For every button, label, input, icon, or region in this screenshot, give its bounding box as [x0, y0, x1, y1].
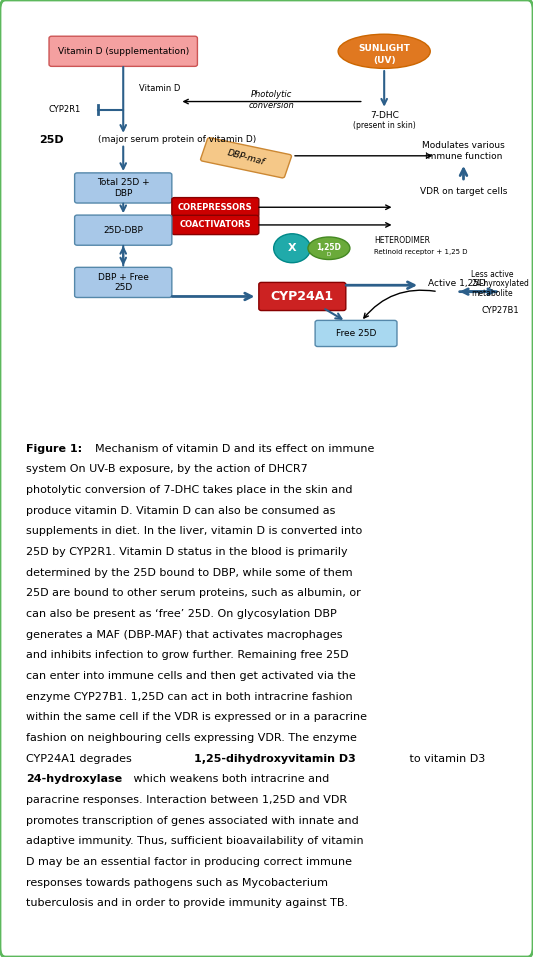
Text: promotes transcription of genes associated with innate and: promotes transcription of genes associat…: [26, 815, 359, 826]
Text: Photolytic: Photolytic: [251, 90, 292, 100]
Text: X: X: [288, 243, 296, 254]
FancyBboxPatch shape: [75, 173, 172, 203]
FancyBboxPatch shape: [49, 36, 197, 66]
Text: can also be present as ‘free’ 25D. On glycosylation DBP: can also be present as ‘free’ 25D. On gl…: [26, 609, 337, 619]
Text: paracrine responses. Interaction between 1,25D and VDR: paracrine responses. Interaction between…: [26, 795, 347, 805]
Text: immune function: immune function: [425, 152, 502, 161]
Text: 25D are bound to other serum proteins, such as albumin, or: 25D are bound to other serum proteins, s…: [26, 589, 361, 598]
FancyBboxPatch shape: [259, 282, 346, 310]
Text: generates a MAF (DBP-MAF) that activates macrophages: generates a MAF (DBP-MAF) that activates…: [26, 630, 343, 639]
Text: DBP + Free
25D: DBP + Free 25D: [98, 273, 149, 292]
Text: Free 25D: Free 25D: [336, 329, 376, 338]
Text: Active 1,25D: Active 1,25D: [427, 279, 486, 288]
Text: and inhibits infection to grow further. Remaining free 25D: and inhibits infection to grow further. …: [26, 651, 349, 660]
Text: which weakens both intracrine and: which weakens both intracrine and: [130, 774, 329, 785]
Text: COACTIVATORS: COACTIVATORS: [180, 220, 251, 230]
Text: D may be an essential factor in producing correct immune: D may be an essential factor in producin…: [26, 857, 352, 867]
Text: produce vitamin D. Vitamin D can also be consumed as: produce vitamin D. Vitamin D can also be…: [26, 505, 335, 516]
Text: Total 25D +
DBP: Total 25D + DBP: [97, 178, 150, 198]
FancyBboxPatch shape: [315, 321, 397, 346]
Text: within the same cell if the VDR is expressed or in a paracrine: within the same cell if the VDR is expre…: [26, 712, 367, 723]
Ellipse shape: [338, 34, 430, 68]
Text: 25D-DBP: 25D-DBP: [103, 226, 143, 234]
Text: 7-DHC: 7-DHC: [370, 111, 399, 121]
Circle shape: [273, 234, 311, 263]
Text: 1,25-dihydroxyvitamin D3: 1,25-dihydroxyvitamin D3: [194, 754, 356, 764]
Text: Modulates various: Modulates various: [422, 142, 505, 150]
Text: Mechanism of vitamin D and its effect on immune: Mechanism of vitamin D and its effect on…: [95, 444, 375, 454]
Text: can enter into immune cells and then get activated via the: can enter into immune cells and then get…: [26, 671, 356, 681]
Text: COREPRESSORS: COREPRESSORS: [178, 203, 253, 211]
Text: (UV): (UV): [373, 56, 395, 65]
Text: CYP2R1: CYP2R1: [49, 105, 80, 114]
Text: CYP27B1: CYP27B1: [481, 306, 519, 315]
Text: HETERODIMER: HETERODIMER: [374, 235, 430, 245]
FancyBboxPatch shape: [172, 197, 259, 217]
Text: VDR on target cells: VDR on target cells: [420, 187, 507, 195]
Text: Retinoid receptor + 1,25 D: Retinoid receptor + 1,25 D: [374, 249, 467, 256]
Text: fashion on neighbouring cells expressing VDR. The enzyme: fashion on neighbouring cells expressing…: [26, 733, 357, 743]
Text: tuberculosis and in order to provide immunity against TB.: tuberculosis and in order to provide imm…: [26, 899, 348, 908]
Ellipse shape: [308, 237, 350, 259]
Text: DBP-maf: DBP-maf: [227, 148, 266, 167]
Text: enzyme CYP27B1. 1,25D can act in both intracrine fashion: enzyme CYP27B1. 1,25D can act in both in…: [26, 692, 353, 701]
Text: to vitamin D3: to vitamin D3: [406, 754, 485, 764]
Text: D: D: [327, 253, 331, 257]
Text: SUNLIGHT: SUNLIGHT: [358, 44, 410, 53]
Text: system On UV-B exposure, by the action of DHCR7: system On UV-B exposure, by the action o…: [26, 464, 308, 475]
Text: (present in skin): (present in skin): [353, 122, 416, 130]
Text: metabolite: metabolite: [471, 289, 513, 298]
Text: CYP24A1 degrades: CYP24A1 degrades: [26, 754, 135, 764]
FancyBboxPatch shape: [172, 215, 259, 234]
Text: 25D by CYP2R1. Vitamin D status in the blood is primarily: 25D by CYP2R1. Vitamin D status in the b…: [26, 547, 348, 557]
FancyBboxPatch shape: [75, 215, 172, 245]
Text: photolytic conversion of 7-DHC takes place in the skin and: photolytic conversion of 7-DHC takes pla…: [26, 485, 352, 495]
Text: conversion: conversion: [249, 101, 295, 110]
Text: responses towards pathogens such as Mycobacterium: responses towards pathogens such as Myco…: [26, 878, 328, 888]
Text: supplements in diet. In the liver, vitamin D is converted into: supplements in diet. In the liver, vitam…: [26, 526, 362, 536]
Text: adaptive immunity. Thus, sufficient bioavailability of vitamin: adaptive immunity. Thus, sufficient bioa…: [26, 836, 364, 846]
Text: determined by the 25D bound to DBP, while some of them: determined by the 25D bound to DBP, whil…: [26, 568, 353, 578]
Text: 1,25D: 1,25D: [317, 243, 341, 252]
FancyBboxPatch shape: [200, 138, 292, 178]
FancyBboxPatch shape: [75, 267, 172, 298]
Text: Vitamin D (supplementation): Vitamin D (supplementation): [58, 47, 189, 56]
Text: 24-hydroxylase: 24-hydroxylase: [26, 774, 122, 785]
Text: Figure 1:: Figure 1:: [26, 444, 82, 454]
Text: 25D: 25D: [39, 135, 63, 145]
Text: Less active: Less active: [471, 270, 514, 278]
Text: (major serum protein of vitamin D): (major serum protein of vitamin D): [98, 135, 256, 145]
Text: CYP24A1: CYP24A1: [271, 290, 334, 303]
Text: 24-hyroxylated: 24-hyroxylated: [471, 279, 529, 288]
Text: Vitamin D: Vitamin D: [139, 84, 180, 93]
